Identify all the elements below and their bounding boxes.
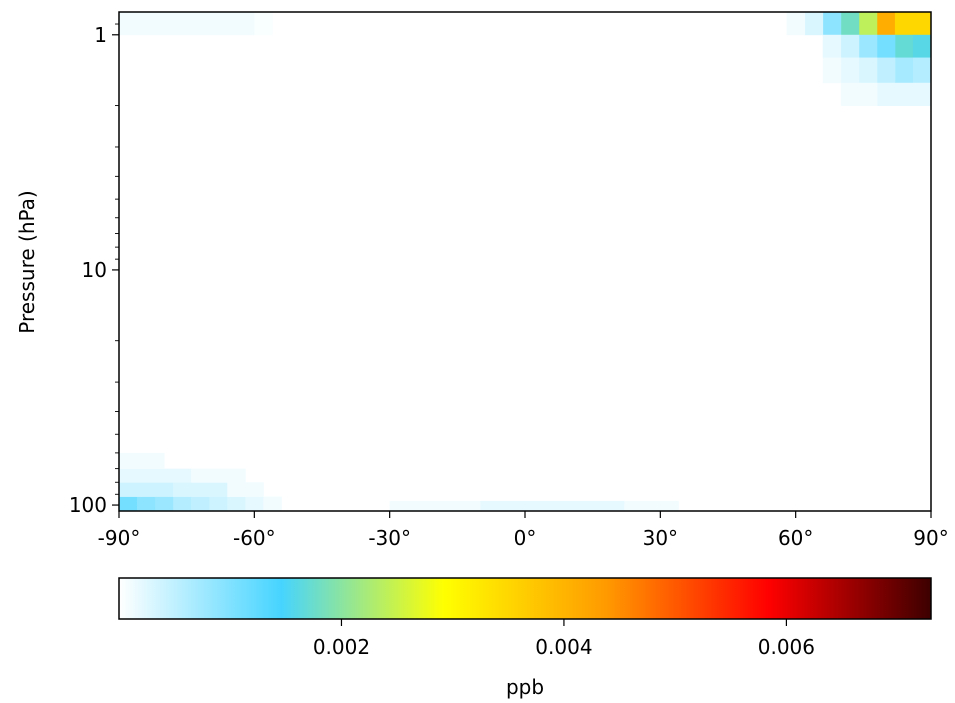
heatmap-cell [479, 500, 625, 512]
heatmap-cell [786, 12, 806, 36]
x-tick-label: -90° [98, 526, 141, 550]
heatmap-cell [119, 452, 165, 470]
heatmap-cell [209, 496, 228, 512]
x-tick-label: 90° [913, 526, 948, 550]
heatmap-cell [876, 34, 896, 58]
y-tick-label: 1 [94, 23, 107, 47]
x-tick-label: 30° [643, 526, 678, 550]
heatmap-cell [389, 500, 481, 512]
heatmap-cell [894, 57, 914, 84]
heatmap-cell [227, 496, 246, 512]
heatmap-cell [227, 482, 264, 497]
heatmap-cell [822, 57, 842, 84]
heatmap-cell [119, 496, 138, 512]
y-axis-label: Pressure (hPa) [15, 190, 39, 333]
heatmap-cell [894, 12, 914, 36]
heatmap-cell [912, 57, 932, 84]
x-tick-label: -60° [233, 526, 276, 550]
heatmap-cell [840, 12, 860, 36]
heatmap-cell [876, 12, 896, 36]
heatmap-cell [822, 34, 842, 58]
y-tick-label: 100 [69, 493, 107, 517]
heatmap-cells [119, 12, 932, 512]
heatmap-cell [804, 12, 824, 36]
heatmap-cell [858, 12, 878, 36]
heatmap-cell [245, 496, 264, 512]
heatmap-cell [119, 468, 192, 483]
heatmap-cell [840, 57, 860, 84]
heatmap-cell [254, 12, 273, 36]
colorbar-ticks: 0.002 0.004 0.006 [313, 619, 815, 659]
heatmap-cell [191, 468, 246, 483]
colorbar-label: ppb [506, 675, 544, 699]
heatmap-cell [912, 12, 932, 36]
colorbar [118, 577, 932, 620]
heatmap-cell [155, 496, 174, 512]
heatmap-cell [624, 500, 679, 512]
heatmap-cell [173, 482, 228, 497]
colorbar-tick-label: 0.002 [313, 635, 370, 659]
x-tick-label: 60° [778, 526, 813, 550]
heatmap-cell [173, 496, 192, 512]
heatmap-cell [191, 496, 210, 512]
colorbar-tick-label: 0.004 [535, 635, 592, 659]
plot-background [119, 12, 931, 511]
heatmap-cell [822, 12, 842, 36]
x-tick-label: 0° [514, 526, 537, 550]
y-tick-label: 10 [82, 258, 107, 282]
heatmap-cell [894, 34, 914, 58]
colorbar-tick-label: 0.006 [758, 635, 815, 659]
heatmap-cell [119, 482, 174, 497]
heatmap-cell [137, 496, 156, 512]
heatmap-cell [840, 34, 860, 58]
heatmap-cell [912, 34, 932, 58]
heatmap-cell [263, 496, 282, 512]
y-axis: 1 10 100 [69, 23, 119, 517]
heatmap-cell [840, 82, 878, 106]
heatmap-cell [858, 34, 878, 58]
heatmap-cell [119, 12, 255, 36]
x-axis: -90° -60° -30° 0° 30° 60° 90° [98, 511, 949, 550]
heatmap-cell [858, 57, 878, 84]
heatmap-cell [876, 82, 932, 106]
heatmap-cell [876, 57, 896, 84]
x-tick-label: -30° [368, 526, 411, 550]
